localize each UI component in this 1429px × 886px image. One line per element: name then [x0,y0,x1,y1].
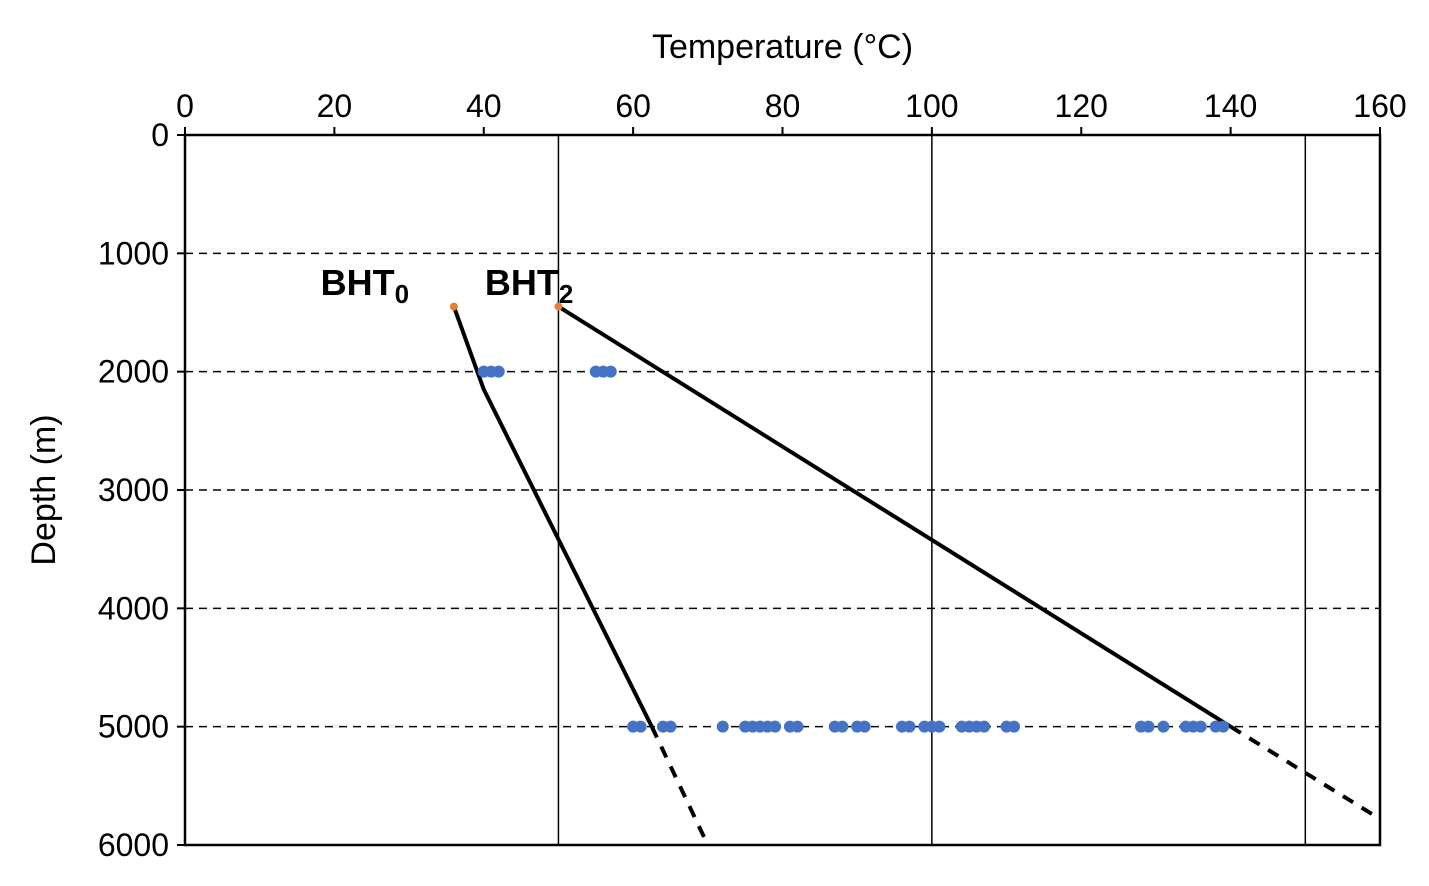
data-point-blue [978,721,990,733]
x-tick-label: 160 [1353,88,1406,124]
data-point-blue [903,721,915,733]
x-tick-label: 60 [615,88,651,124]
data-point-blue [1217,721,1229,733]
data-point-blue [605,366,617,378]
data-point-blue [769,721,781,733]
data-point-orange [450,303,458,311]
y-tick-label: 4000 [98,590,169,626]
data-point-blue [1142,721,1154,733]
chart-svg: 0 20 40 60 80 100 120 140 160 0 1000 2000 3000 4000 50… [20,20,1409,866]
data-point-blue [1195,721,1207,733]
x-tick-label: 20 [317,88,353,124]
y-tick-label: 1000 [98,235,169,271]
data-point-blue [717,721,729,733]
y-tick-label: 6000 [98,827,169,863]
y-tick-label: 5000 [98,709,169,745]
data-point-blue [664,721,676,733]
x-tick-label: 100 [905,88,958,124]
depth-temperature-chart: 0 20 40 60 80 100 120 140 160 0 1000 2000 3000 4000 50… [20,20,1409,866]
data-point-blue [791,721,803,733]
data-point-blue [1157,721,1169,733]
x-tick-label: 0 [176,88,194,124]
data-point-blue [859,721,871,733]
data-point-blue [836,721,848,733]
y-tick-label: 0 [151,117,169,153]
data-point-blue [635,721,647,733]
y-axis-title: Depth (m) [25,414,63,565]
x-tick-label: 40 [466,88,502,124]
y-tick-label: 3000 [98,472,169,508]
data-point-blue [493,366,505,378]
x-tick-label: 140 [1204,88,1257,124]
x-tick-label: 80 [765,88,801,124]
data-point-blue [1008,721,1020,733]
y-tick-label: 2000 [98,354,169,390]
x-axis-title: Temperature (°C) [652,28,913,66]
x-tick-label: 120 [1055,88,1108,124]
chart-bg [20,20,1409,866]
data-point-blue [933,721,945,733]
